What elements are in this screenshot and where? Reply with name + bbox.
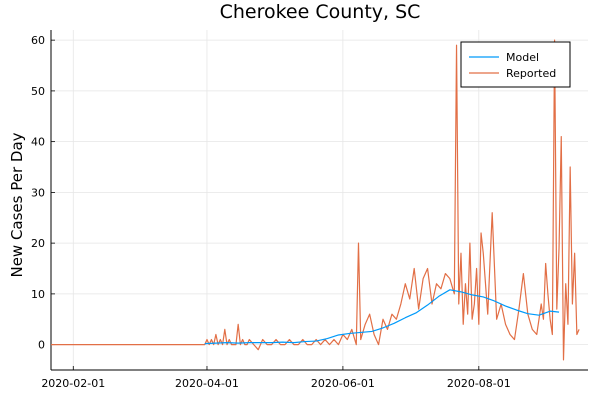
y-tick-label: 50	[31, 85, 45, 98]
y-ticks: 0 10 20 30 40 50 60	[31, 34, 55, 352]
y-gridlines	[51, 39, 588, 346]
x-ticks: 2020-02-01 2020-04-01 2020-06-01 2020-08-01	[41, 366, 511, 390]
x-tick-label: 2020-04-01	[175, 377, 239, 390]
legend: Model Reported	[460, 41, 571, 88]
y-tick-label: 20	[31, 237, 45, 250]
legend-label-reported: Reported	[506, 67, 556, 80]
y-tick-label: 60	[31, 34, 45, 47]
legend-box	[460, 41, 571, 88]
x-tick-label: 2020-06-01	[311, 377, 375, 390]
y-tick-label: 10	[31, 288, 45, 301]
y-tick-label: 30	[31, 186, 45, 199]
series-layer	[51, 39, 580, 361]
chart-title: Cherokee County, SC	[220, 1, 421, 23]
x-tick-label: 2020-02-01	[41, 377, 105, 390]
legend-label-model: Model	[506, 51, 539, 64]
y-tick-label: 0	[38, 339, 45, 352]
x-tick-label: 2020-08-01	[447, 377, 511, 390]
series-line-model	[204, 289, 560, 345]
y-tick-label: 40	[31, 136, 45, 149]
y-axis-label: New Cases Per Day	[8, 132, 26, 277]
series-line-reported	[51, 39, 580, 361]
